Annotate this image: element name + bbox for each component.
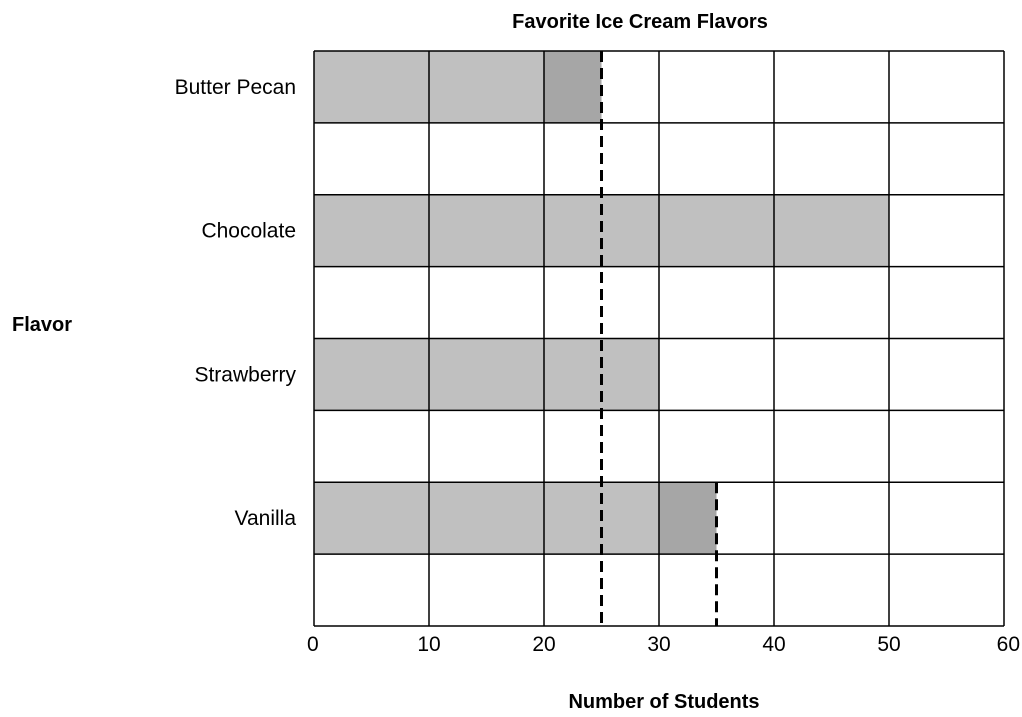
category-label: Butter Pecan [175, 76, 296, 99]
x-axis-title: Number of Students [568, 691, 759, 713]
grid-layer [313, 50, 1005, 627]
chart-title: Favorite Ice Cream Flavors [512, 11, 768, 33]
x-tick-label: 50 [877, 633, 900, 656]
bar-strawberry [314, 338, 659, 411]
x-tick-label: 40 [762, 633, 785, 656]
bar-partial-butter-pecan [544, 51, 602, 123]
labels-layer: Butter Pecan Chocolate Strawberry Vanilla 0 1… [175, 76, 1020, 656]
category-label: Chocolate [201, 220, 296, 243]
category-label: Vanilla [235, 507, 297, 530]
x-tick-label: 60 [997, 633, 1020, 656]
x-tick-label: 30 [647, 633, 670, 656]
x-tick-label: 0 [307, 633, 319, 656]
bar-partial-vanilla [659, 482, 717, 555]
reference-lines-layer [600, 51, 718, 626]
x-tick-label: 20 [532, 633, 555, 656]
category-label: Strawberry [194, 363, 296, 386]
x-tick-label: 10 [417, 633, 440, 656]
bar-vanilla [314, 482, 659, 555]
y-axis-title: Flavor [12, 314, 72, 336]
